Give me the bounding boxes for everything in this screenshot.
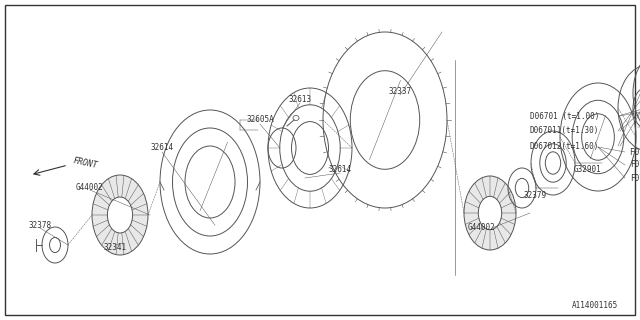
Ellipse shape (108, 197, 132, 233)
Text: 32613: 32613 (289, 95, 312, 105)
Text: 32341: 32341 (104, 244, 127, 252)
Text: 32378: 32378 (28, 220, 52, 229)
Ellipse shape (92, 175, 148, 255)
Text: D067012(t=1.60): D067012(t=1.60) (530, 141, 600, 150)
Text: F07201 (t=1.65): F07201 (t=1.65) (630, 148, 640, 156)
Text: 32337: 32337 (388, 87, 412, 97)
Ellipse shape (464, 176, 516, 250)
Text: 32614: 32614 (150, 143, 173, 153)
Text: FRONT: FRONT (72, 156, 99, 170)
Text: G44002: G44002 (468, 223, 496, 233)
Text: 32614: 32614 (328, 165, 351, 174)
Text: D06701 (t=1.00): D06701 (t=1.00) (530, 111, 600, 121)
Text: 32379: 32379 (523, 191, 546, 201)
Text: G32901: G32901 (574, 165, 602, 174)
Text: A114001165: A114001165 (572, 300, 618, 309)
Text: 32605A: 32605A (246, 116, 274, 124)
Text: F072012(t=2.25): F072012(t=2.25) (630, 173, 640, 182)
Text: F07201L(t=1.95): F07201L(t=1.95) (630, 161, 640, 170)
Text: G44002: G44002 (76, 183, 104, 193)
Text: D067011(t=1.30): D067011(t=1.30) (530, 126, 600, 135)
Ellipse shape (478, 196, 502, 230)
